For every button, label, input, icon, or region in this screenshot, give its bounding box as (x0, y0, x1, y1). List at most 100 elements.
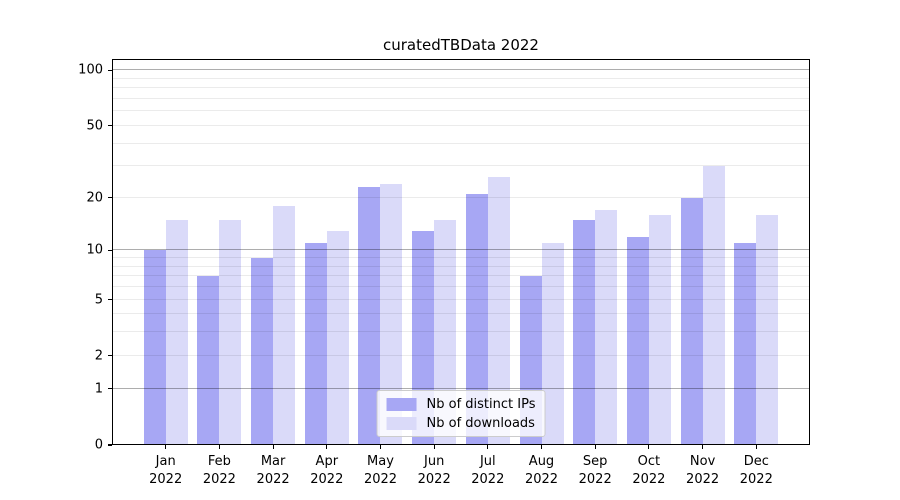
x-tick-mark (218, 445, 220, 449)
bar-downloads-feb (219, 219, 242, 445)
x-axis-ticks: Jan 2022 Feb 2022 Mar 2022 Apr 2022 May 2022 Jun 20… (112, 59, 810, 487)
y-tick-label-0: 0 (94, 437, 103, 453)
x-tick-year: 2022 (202, 471, 236, 487)
gridline-minor (112, 165, 810, 167)
x-tick-month: Aug (528, 454, 555, 469)
x-tick-mark (594, 445, 596, 449)
gridline-minor (112, 77, 810, 79)
bar-ips-sep (573, 219, 596, 445)
gridline-minor (112, 275, 810, 277)
x-tick-label-aug: Aug 2022 (525, 453, 558, 488)
x-tick-label-jan: Jan 2022 (149, 453, 182, 488)
x-tick-label-jul: Jul 2022 (471, 453, 504, 488)
x-tick-mark (648, 445, 650, 449)
x-tick-mark (702, 445, 704, 449)
x-tick-year: 2022 (256, 471, 290, 487)
x-tick-mark (540, 445, 543, 449)
gridline-major (112, 69, 810, 71)
bar-downloads-jun (434, 219, 457, 445)
y-tick-mark (108, 388, 112, 390)
x-tick-month: Apr (315, 454, 339, 469)
gridline-minor (112, 110, 810, 112)
gridline-minor (112, 313, 810, 315)
bar-ips-jan (143, 250, 166, 445)
gridline-minor (112, 298, 810, 300)
plot-area: 0 1 2 5 10 20 50 100 Jan 2022 Feb 2022 Mar 2022 Apr 20… (78, 59, 810, 487)
y-tick-label-5: 5 (94, 292, 103, 307)
x-tick-year: 2022 (578, 471, 612, 487)
legend-swatch-downloads (386, 416, 417, 430)
bar-downloads-may (380, 183, 403, 445)
y-tick-label-50: 50 (86, 118, 103, 134)
gridline-minor (112, 142, 810, 144)
x-tick-mark (433, 445, 435, 449)
x-tick-label-mar: Mar 2022 (257, 453, 290, 488)
gridline-minor (112, 87, 810, 89)
bar-downloads-oct (648, 214, 671, 445)
gridline-major (112, 387, 810, 389)
x-tick-year: 2022 (632, 471, 666, 487)
y-tick-mark (108, 197, 112, 199)
grid-layer (112, 59, 810, 445)
y-tick-label-100: 100 (78, 62, 103, 78)
gridline-minor (112, 124, 810, 126)
x-tick-mark (755, 445, 757, 449)
bar-ips-oct (626, 236, 649, 445)
x-tick-month: Jan (155, 454, 176, 469)
x-tick-mark (379, 445, 382, 449)
y-tick-label-10: 10 (86, 242, 103, 258)
x-tick-year: 2022 (310, 471, 344, 487)
gridline-minor (112, 97, 810, 99)
y-tick-label-20: 20 (86, 190, 103, 206)
x-tick-label-apr: Apr 2022 (310, 453, 343, 488)
y-axis-ticks: 0 1 2 5 10 20 50 100 (78, 59, 810, 452)
chart-title: curatedTBData 2022 (383, 36, 539, 54)
y-tick-mark (108, 355, 112, 357)
bar-downloads-sep (595, 210, 618, 445)
bar-downloads-mar (273, 205, 296, 445)
gridline-minor (112, 354, 810, 356)
bar-ips-nov (680, 197, 703, 445)
bar-ips-apr (304, 243, 327, 445)
x-tick-month: Sep (582, 454, 608, 469)
x-tick-month: Oct (637, 454, 661, 469)
x-tick-year: 2022 (524, 471, 559, 487)
x-tick-mark (165, 445, 167, 449)
y-tick-mark (108, 249, 112, 251)
bar-ips-jul (465, 194, 488, 445)
legend: Nb of distinct IPs Nb of downloads (376, 390, 546, 437)
bar-downloads-apr (326, 230, 349, 445)
gridline-minor (112, 257, 810, 258)
x-tick-year: 2022 (686, 471, 720, 487)
y-tick-label-2: 2 (94, 348, 103, 364)
gridline-minor (112, 286, 810, 287)
x-tick-year: 2022 (149, 471, 183, 487)
y-tick-mark (108, 298, 112, 301)
legend-item-downloads: Nb of downloads (386, 415, 536, 431)
x-tick-month: Mar (260, 454, 286, 469)
x-tick-label-may: May 2022 (364, 453, 397, 488)
legend-swatch-distinct-ips (386, 397, 417, 411)
y-tick-mark (108, 69, 112, 71)
bar-downloads-aug (541, 243, 564, 445)
bar-downloads-jul (487, 177, 510, 445)
bar-ips-may (358, 186, 381, 445)
bars-layer (112, 59, 810, 445)
bar-ips-feb (197, 276, 220, 445)
y-tick-label-1: 1 (94, 381, 103, 397)
x-tick-mark (272, 445, 274, 449)
x-tick-year: 2022 (417, 471, 451, 487)
x-tick-month: Jul (479, 454, 496, 469)
gridline-minor (112, 331, 810, 333)
x-tick-label-feb: Feb 2022 (203, 453, 236, 488)
bar-downloads-nov (702, 166, 725, 445)
x-tick-year: 2022 (363, 471, 398, 487)
x-tick-month: Dec (743, 454, 769, 469)
y-tick-mark (108, 125, 112, 127)
gridline-minor (112, 196, 810, 198)
x-tick-label-oct: Oct 2022 (632, 453, 665, 488)
x-tick-year: 2022 (471, 471, 505, 487)
legend-label-distinct-ips: Nb of distinct IPs (426, 396, 536, 412)
x-tick-month: Nov (689, 454, 716, 469)
